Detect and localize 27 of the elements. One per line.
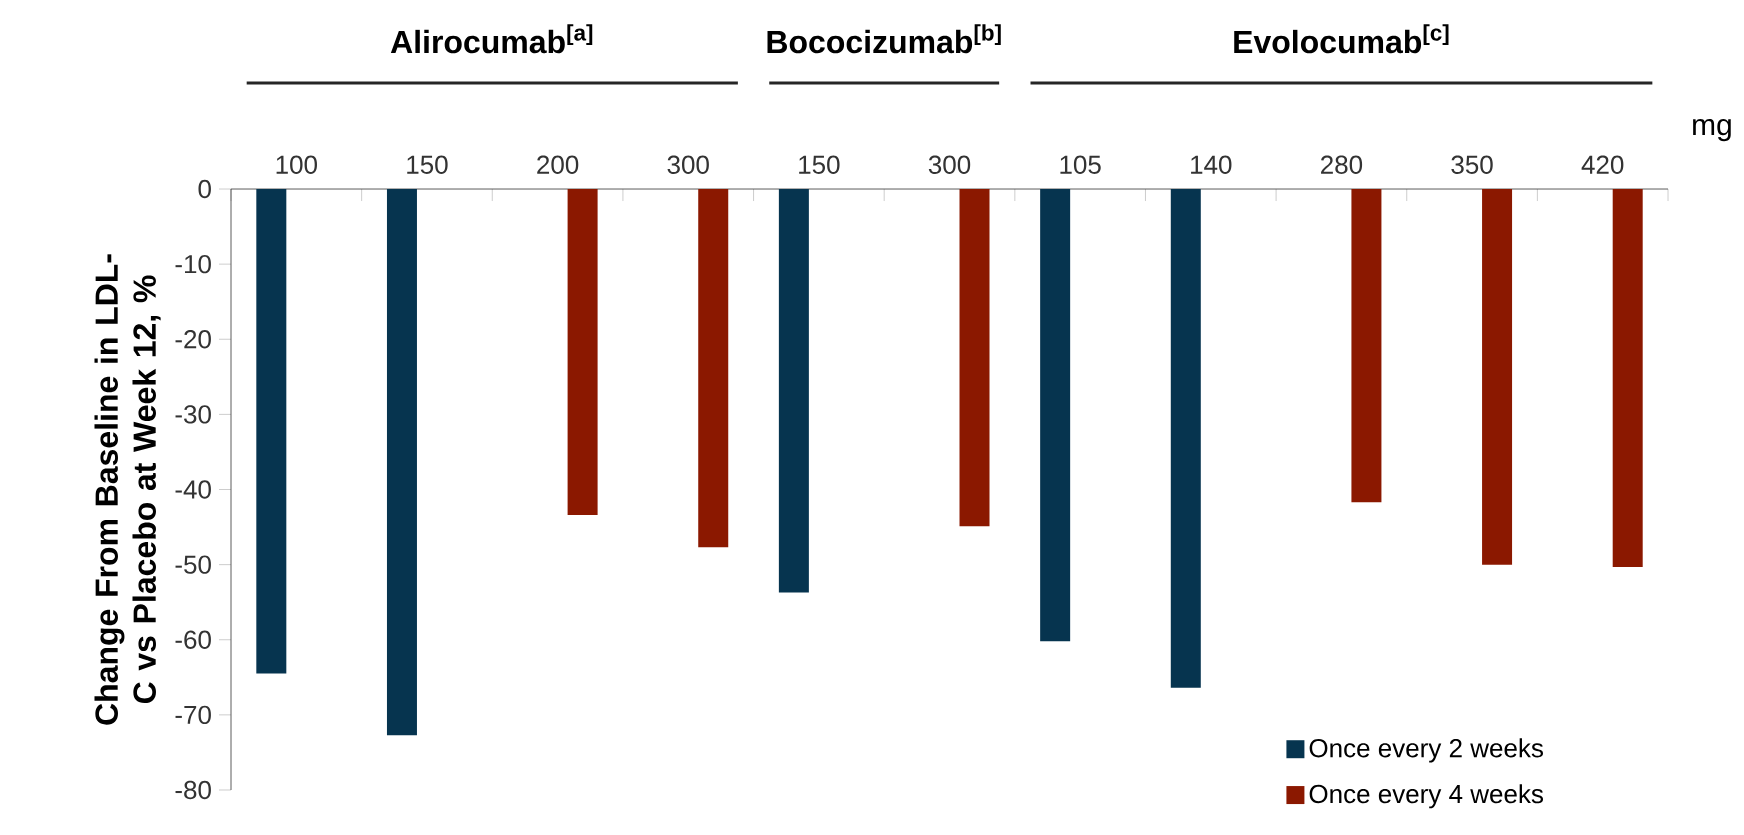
y-tick-label: -60 — [175, 630, 211, 649]
text: Bococizumab$^{[b]}$ — [767, 24, 1001, 54]
y-tick-label: 0 — [198, 179, 211, 199]
x-tick-label: 105 — [1060, 155, 1101, 174]
y-tick-label: -10 — [175, 254, 211, 274]
legend-label: Once every 4 weeks — [1309, 784, 1543, 809]
y-tick-label: -70 — [175, 705, 211, 725]
text: Evolocumab$^{[c]}$ — [1234, 24, 1449, 54]
x-tick-label: 300 — [928, 155, 971, 174]
x-tick-label: 420 — [1581, 155, 1624, 174]
text: Alirocumab$^{[a]}$ — [390, 24, 593, 54]
x-tick-label: 350 — [1451, 155, 1493, 174]
y-tick-label: -20 — [175, 330, 211, 349]
x-tick-label: 140 — [1191, 155, 1232, 174]
x-tick-label: 200 — [537, 155, 579, 174]
x-tick-label: 300 — [667, 155, 709, 174]
y-tick-label: -30 — [175, 405, 211, 424]
text: mg — [1693, 118, 1731, 142]
y-tick-label: -40 — [175, 480, 211, 499]
y-tick-label: -80 — [175, 780, 211, 800]
x-tick-label: 150 — [799, 155, 840, 174]
y-axis-title: Change From Baseline in LDL-C vs Placebo at Week 12, % — [94, 254, 161, 725]
x-tick-label: 150 — [407, 155, 448, 174]
legend-label: Once every 2 weeks — [1309, 738, 1543, 763]
x-tick-label: 280 — [1321, 155, 1363, 174]
x-tick-label: 100 — [276, 155, 317, 174]
y-tick-label: -50 — [175, 555, 211, 574]
